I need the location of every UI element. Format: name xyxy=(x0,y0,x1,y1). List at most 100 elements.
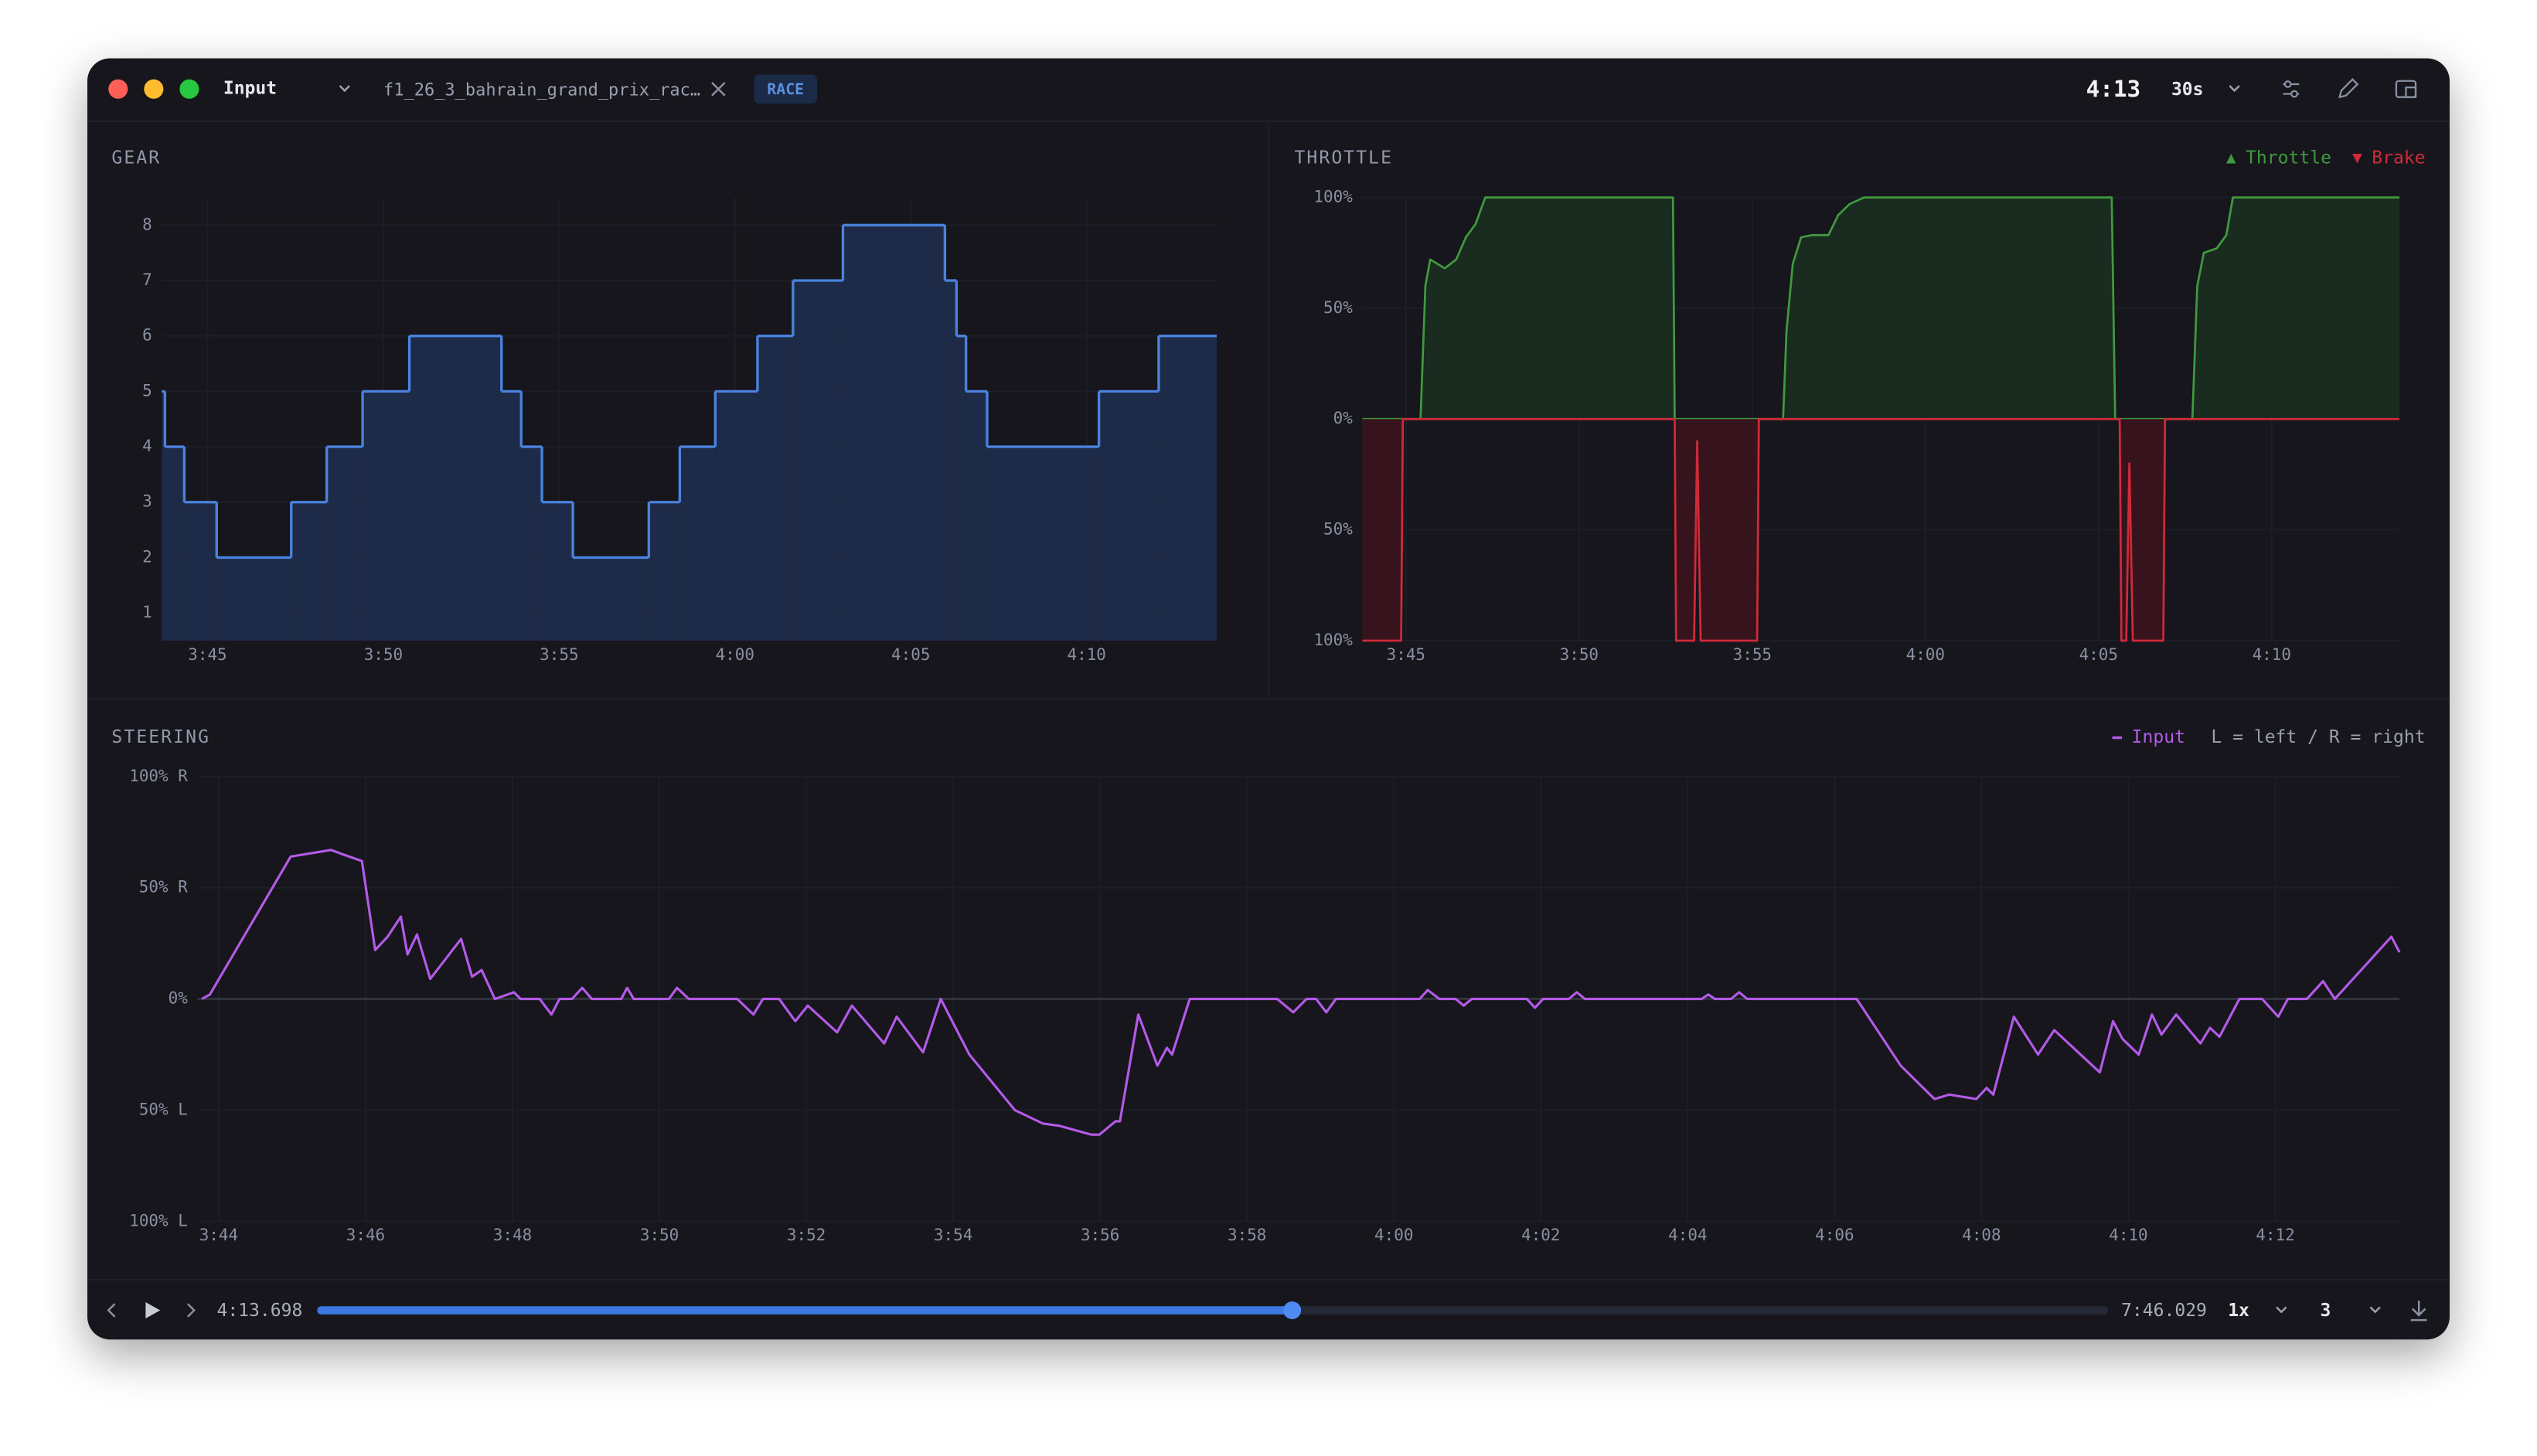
step-fill xyxy=(521,447,543,641)
x-tick-label: 3:50 xyxy=(1560,645,1599,664)
y-tick-label: 4 xyxy=(142,437,152,455)
area-fill xyxy=(1362,419,2400,641)
x-tick-label: 4:00 xyxy=(1374,1226,1413,1244)
close-tab[interactable] xyxy=(711,81,726,97)
step-fill xyxy=(501,391,522,641)
step-fill xyxy=(715,391,758,641)
x-tick-label: 3:50 xyxy=(364,645,403,664)
x-tick-label: 3:56 xyxy=(1081,1226,1119,1244)
x-tick-label: 3:54 xyxy=(934,1226,972,1244)
step-fill xyxy=(649,502,680,641)
step-fill xyxy=(1158,335,1217,641)
x-tick-label: 4:08 xyxy=(1962,1226,2001,1244)
x-tick-label: 3:55 xyxy=(540,645,578,664)
y-tick-label: 100% R xyxy=(129,767,188,785)
chart-title: STEERING xyxy=(111,727,210,747)
next-button[interactable] xyxy=(186,1303,196,1318)
slider-knob[interactable] xyxy=(1283,1301,1302,1320)
y-tick-label: 7 xyxy=(142,270,152,289)
x-tick-label: 3:46 xyxy=(346,1226,385,1244)
y-tick-label: 50% xyxy=(1323,520,1353,539)
x-tick-label: 4:05 xyxy=(2079,645,2118,664)
area-line xyxy=(1362,196,2400,420)
legend-marker xyxy=(2225,153,2236,164)
y-tick-label: 50% R xyxy=(139,878,188,896)
zoom-button[interactable] xyxy=(179,79,199,99)
play-button[interactable] xyxy=(145,1302,161,1318)
step-fill xyxy=(326,447,363,641)
step-fill xyxy=(573,557,649,641)
chevron[interactable] xyxy=(339,85,351,93)
y-tick-label: 6 xyxy=(142,326,152,345)
area-line xyxy=(1362,417,2400,642)
x-tick-label: 4:05 xyxy=(891,645,930,664)
legend-label: Input xyxy=(2132,727,2185,747)
edit-icon[interactable] xyxy=(2338,78,2359,99)
legend-marker xyxy=(2352,153,2362,164)
session-label: RACE xyxy=(767,80,804,98)
download-icon[interactable] xyxy=(2410,1300,2427,1322)
x-tick-label: 3:45 xyxy=(1387,645,1425,664)
x-tick-label: 4:10 xyxy=(2109,1226,2147,1244)
slider-progress xyxy=(317,1306,1292,1315)
x-tick-label: 4:00 xyxy=(1906,645,1945,664)
chevron[interactable] xyxy=(2229,85,2240,93)
step-fill xyxy=(363,391,410,641)
step-fill xyxy=(409,335,502,641)
x-tick-label: 3:50 xyxy=(640,1226,679,1244)
area-fill xyxy=(1362,197,2400,420)
y-tick-label: 5 xyxy=(142,381,152,400)
file-tab[interactable]: f1_26_3_bahrain_grand_prix_rac… xyxy=(383,80,700,100)
x-tick-label: 4:12 xyxy=(2256,1226,2294,1244)
source-select[interactable]: Input xyxy=(223,79,277,99)
legend-label: Brake xyxy=(2372,148,2425,168)
chart-title: GEAR xyxy=(111,148,161,168)
y-tick-label: 2 xyxy=(142,547,152,566)
x-tick-label: 3:55 xyxy=(1733,645,1772,664)
current-time: 4:13 xyxy=(2086,76,2141,102)
y-tick-label: 3 xyxy=(142,492,152,511)
step-fill xyxy=(162,391,165,641)
duration-label: 7:46.029 xyxy=(2121,1301,2207,1321)
y-tick-label: 8 xyxy=(142,215,152,233)
x-tick-label: 4:06 xyxy=(1815,1226,1854,1244)
chevron[interactable] xyxy=(2369,1306,2381,1314)
prev-button[interactable] xyxy=(107,1303,116,1318)
step-fill xyxy=(542,502,574,641)
line xyxy=(201,849,2401,1136)
y-tick-label: 1 xyxy=(142,603,152,621)
layout-icon[interactable] xyxy=(2395,80,2417,98)
x-tick-label: 4:10 xyxy=(2253,645,2291,664)
y-tick-label: 100% xyxy=(1313,631,1353,649)
x-tick-label: 4:02 xyxy=(1521,1226,1560,1244)
chart-title: THROTTLE xyxy=(1294,148,1393,168)
legend-note: L = left / R = right xyxy=(2211,727,2425,747)
step-fill xyxy=(986,447,1099,641)
y-tick-label: 0% xyxy=(1333,409,1354,427)
legend-label: Throttle xyxy=(2246,148,2331,168)
x-tick-label: 3:48 xyxy=(493,1226,532,1244)
step-fill xyxy=(757,335,793,641)
settings-icon[interactable] xyxy=(2283,80,2300,98)
step-fill xyxy=(184,502,217,641)
step-fill xyxy=(291,502,327,641)
minimize-button[interactable] xyxy=(144,79,164,99)
step-fill xyxy=(1098,391,1159,641)
lap-select[interactable]: 3 xyxy=(2321,1301,2331,1321)
close-button[interactable] xyxy=(108,79,128,99)
step-fill xyxy=(843,225,945,641)
window-select[interactable]: 30s xyxy=(2171,80,2204,100)
chevron[interactable] xyxy=(2276,1306,2287,1314)
x-tick-label: 3:52 xyxy=(787,1226,826,1244)
y-tick-label: 100% xyxy=(1313,187,1353,206)
step-fill xyxy=(216,557,291,641)
step-fill xyxy=(679,447,716,641)
x-tick-label: 3:58 xyxy=(1228,1226,1266,1244)
speed-select[interactable]: 1x xyxy=(2228,1301,2249,1321)
x-tick-label: 3:45 xyxy=(188,645,226,664)
x-tick-label: 4:10 xyxy=(1068,645,1106,664)
step-fill xyxy=(956,335,966,641)
x-tick-label: 3:44 xyxy=(199,1226,238,1244)
session-badge xyxy=(754,74,818,104)
